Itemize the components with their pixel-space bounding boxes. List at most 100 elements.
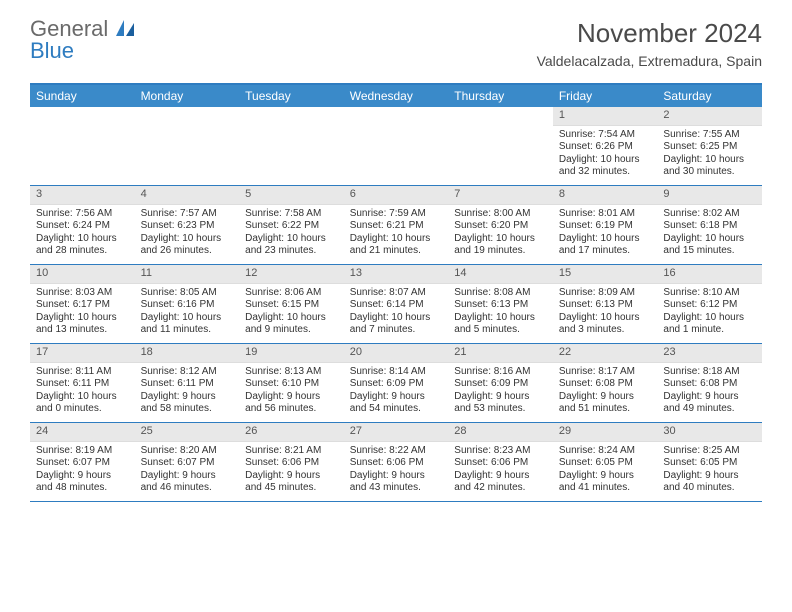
day-number: 16 (657, 265, 762, 284)
cell-body: Sunrise: 8:17 AMSunset: 6:08 PMDaylight:… (553, 363, 658, 420)
calendar-cell: 20Sunrise: 8:14 AMSunset: 6:09 PMDayligh… (344, 344, 449, 422)
daylight-text: Daylight: 10 hours and 30 minutes. (663, 154, 756, 179)
brand-text: General Blue (30, 18, 136, 62)
weekday-header: Sunday Monday Tuesday Wednesday Thursday… (30, 85, 762, 107)
daylight-text: Daylight: 10 hours and 3 minutes. (559, 312, 652, 337)
sunset-text: Sunset: 6:17 PM (36, 299, 129, 312)
day-number: 10 (30, 265, 135, 284)
calendar-cell: 3Sunrise: 7:56 AMSunset: 6:24 PMDaylight… (30, 186, 135, 264)
day-number: 3 (30, 186, 135, 205)
calendar-cell: 10Sunrise: 8:03 AMSunset: 6:17 PMDayligh… (30, 265, 135, 343)
calendar-cell: 17Sunrise: 8:11 AMSunset: 6:11 PMDayligh… (30, 344, 135, 422)
cell-body: Sunrise: 8:19 AMSunset: 6:07 PMDaylight:… (30, 442, 135, 499)
sunrise-text: Sunrise: 7:57 AM (141, 208, 234, 221)
daylight-text: Daylight: 10 hours and 11 minutes. (141, 312, 234, 337)
sunrise-text: Sunrise: 8:22 AM (350, 445, 443, 458)
sunrise-text: Sunrise: 8:01 AM (559, 208, 652, 221)
cell-body: Sunrise: 8:08 AMSunset: 6:13 PMDaylight:… (448, 284, 553, 341)
sunset-text: Sunset: 6:21 PM (350, 220, 443, 233)
sunrise-text: Sunrise: 8:13 AM (245, 366, 338, 379)
cell-body: Sunrise: 7:55 AMSunset: 6:25 PMDaylight:… (657, 126, 762, 183)
cell-body: Sunrise: 7:57 AMSunset: 6:23 PMDaylight:… (135, 205, 240, 262)
sunset-text: Sunset: 6:20 PM (454, 220, 547, 233)
calendar-cell (344, 107, 449, 185)
day-number: 24 (30, 423, 135, 442)
daylight-text: Daylight: 9 hours and 43 minutes. (350, 470, 443, 495)
day-number: 8 (553, 186, 658, 205)
calendar-cell: 5Sunrise: 7:58 AMSunset: 6:22 PMDaylight… (239, 186, 344, 264)
calendar: Sunday Monday Tuesday Wednesday Thursday… (30, 83, 762, 502)
daylight-text: Daylight: 10 hours and 5 minutes. (454, 312, 547, 337)
calendar-cell (448, 107, 553, 185)
day-number: 27 (344, 423, 449, 442)
cell-body: Sunrise: 8:23 AMSunset: 6:06 PMDaylight:… (448, 442, 553, 499)
daylight-text: Daylight: 10 hours and 17 minutes. (559, 233, 652, 258)
cell-body: Sunrise: 8:06 AMSunset: 6:15 PMDaylight:… (239, 284, 344, 341)
daylight-text: Daylight: 9 hours and 41 minutes. (559, 470, 652, 495)
day-number: 23 (657, 344, 762, 363)
sail-icon (116, 18, 136, 40)
calendar-cell: 23Sunrise: 8:18 AMSunset: 6:08 PMDayligh… (657, 344, 762, 422)
brand-logo: General Blue (30, 18, 136, 62)
day-number: 28 (448, 423, 553, 442)
calendar-cell: 6Sunrise: 7:59 AMSunset: 6:21 PMDaylight… (344, 186, 449, 264)
cell-body: Sunrise: 8:01 AMSunset: 6:19 PMDaylight:… (553, 205, 658, 262)
day-number: 20 (344, 344, 449, 363)
day-number: 5 (239, 186, 344, 205)
calendar-cell: 28Sunrise: 8:23 AMSunset: 6:06 PMDayligh… (448, 423, 553, 501)
daylight-text: Daylight: 10 hours and 7 minutes. (350, 312, 443, 337)
cell-body: Sunrise: 8:13 AMSunset: 6:10 PMDaylight:… (239, 363, 344, 420)
day-number: 25 (135, 423, 240, 442)
calendar-cell: 19Sunrise: 8:13 AMSunset: 6:10 PMDayligh… (239, 344, 344, 422)
sunset-text: Sunset: 6:08 PM (559, 378, 652, 391)
weekday-label: Tuesday (239, 85, 344, 107)
sunrise-text: Sunrise: 7:54 AM (559, 129, 652, 142)
daylight-text: Daylight: 9 hours and 48 minutes. (36, 470, 129, 495)
cell-body: Sunrise: 8:09 AMSunset: 6:13 PMDaylight:… (553, 284, 658, 341)
daylight-text: Daylight: 9 hours and 46 minutes. (141, 470, 234, 495)
daylight-text: Daylight: 10 hours and 28 minutes. (36, 233, 129, 258)
calendar-cell: 27Sunrise: 8:22 AMSunset: 6:06 PMDayligh… (344, 423, 449, 501)
weekday-label: Monday (135, 85, 240, 107)
cell-body: Sunrise: 8:24 AMSunset: 6:05 PMDaylight:… (553, 442, 658, 499)
daylight-text: Daylight: 9 hours and 49 minutes. (663, 391, 756, 416)
cell-body: Sunrise: 8:20 AMSunset: 6:07 PMDaylight:… (135, 442, 240, 499)
sunrise-text: Sunrise: 8:08 AM (454, 287, 547, 300)
cell-body: Sunrise: 8:25 AMSunset: 6:05 PMDaylight:… (657, 442, 762, 499)
calendar-cell (30, 107, 135, 185)
sunrise-text: Sunrise: 8:09 AM (559, 287, 652, 300)
sunset-text: Sunset: 6:24 PM (36, 220, 129, 233)
calendar-cell: 4Sunrise: 7:57 AMSunset: 6:23 PMDaylight… (135, 186, 240, 264)
day-number: 4 (135, 186, 240, 205)
sunset-text: Sunset: 6:06 PM (454, 457, 547, 470)
brand-line2: Blue (30, 38, 74, 63)
calendar-week: 1Sunrise: 7:54 AMSunset: 6:26 PMDaylight… (30, 107, 762, 186)
day-number: 29 (553, 423, 658, 442)
calendar-cell: 13Sunrise: 8:07 AMSunset: 6:14 PMDayligh… (344, 265, 449, 343)
sunset-text: Sunset: 6:09 PM (350, 378, 443, 391)
sunset-text: Sunset: 6:11 PM (141, 378, 234, 391)
day-number: 11 (135, 265, 240, 284)
day-number: 12 (239, 265, 344, 284)
sunrise-text: Sunrise: 8:10 AM (663, 287, 756, 300)
calendar-week: 24Sunrise: 8:19 AMSunset: 6:07 PMDayligh… (30, 423, 762, 502)
day-number: 13 (344, 265, 449, 284)
day-number: 19 (239, 344, 344, 363)
day-number: 7 (448, 186, 553, 205)
sunset-text: Sunset: 6:06 PM (245, 457, 338, 470)
daylight-text: Daylight: 9 hours and 51 minutes. (559, 391, 652, 416)
sunrise-text: Sunrise: 7:58 AM (245, 208, 338, 221)
calendar-cell: 8Sunrise: 8:01 AMSunset: 6:19 PMDaylight… (553, 186, 658, 264)
daylight-text: Daylight: 9 hours and 45 minutes. (245, 470, 338, 495)
cell-body: Sunrise: 7:56 AMSunset: 6:24 PMDaylight:… (30, 205, 135, 262)
daylight-text: Daylight: 9 hours and 56 minutes. (245, 391, 338, 416)
sunset-text: Sunset: 6:14 PM (350, 299, 443, 312)
daylight-text: Daylight: 10 hours and 0 minutes. (36, 391, 129, 416)
calendar-week: 10Sunrise: 8:03 AMSunset: 6:17 PMDayligh… (30, 265, 762, 344)
sunrise-text: Sunrise: 8:06 AM (245, 287, 338, 300)
weekday-label: Friday (553, 85, 658, 107)
sunrise-text: Sunrise: 8:23 AM (454, 445, 547, 458)
cell-body: Sunrise: 7:58 AMSunset: 6:22 PMDaylight:… (239, 205, 344, 262)
calendar-cell: 16Sunrise: 8:10 AMSunset: 6:12 PMDayligh… (657, 265, 762, 343)
calendar-cell: 18Sunrise: 8:12 AMSunset: 6:11 PMDayligh… (135, 344, 240, 422)
